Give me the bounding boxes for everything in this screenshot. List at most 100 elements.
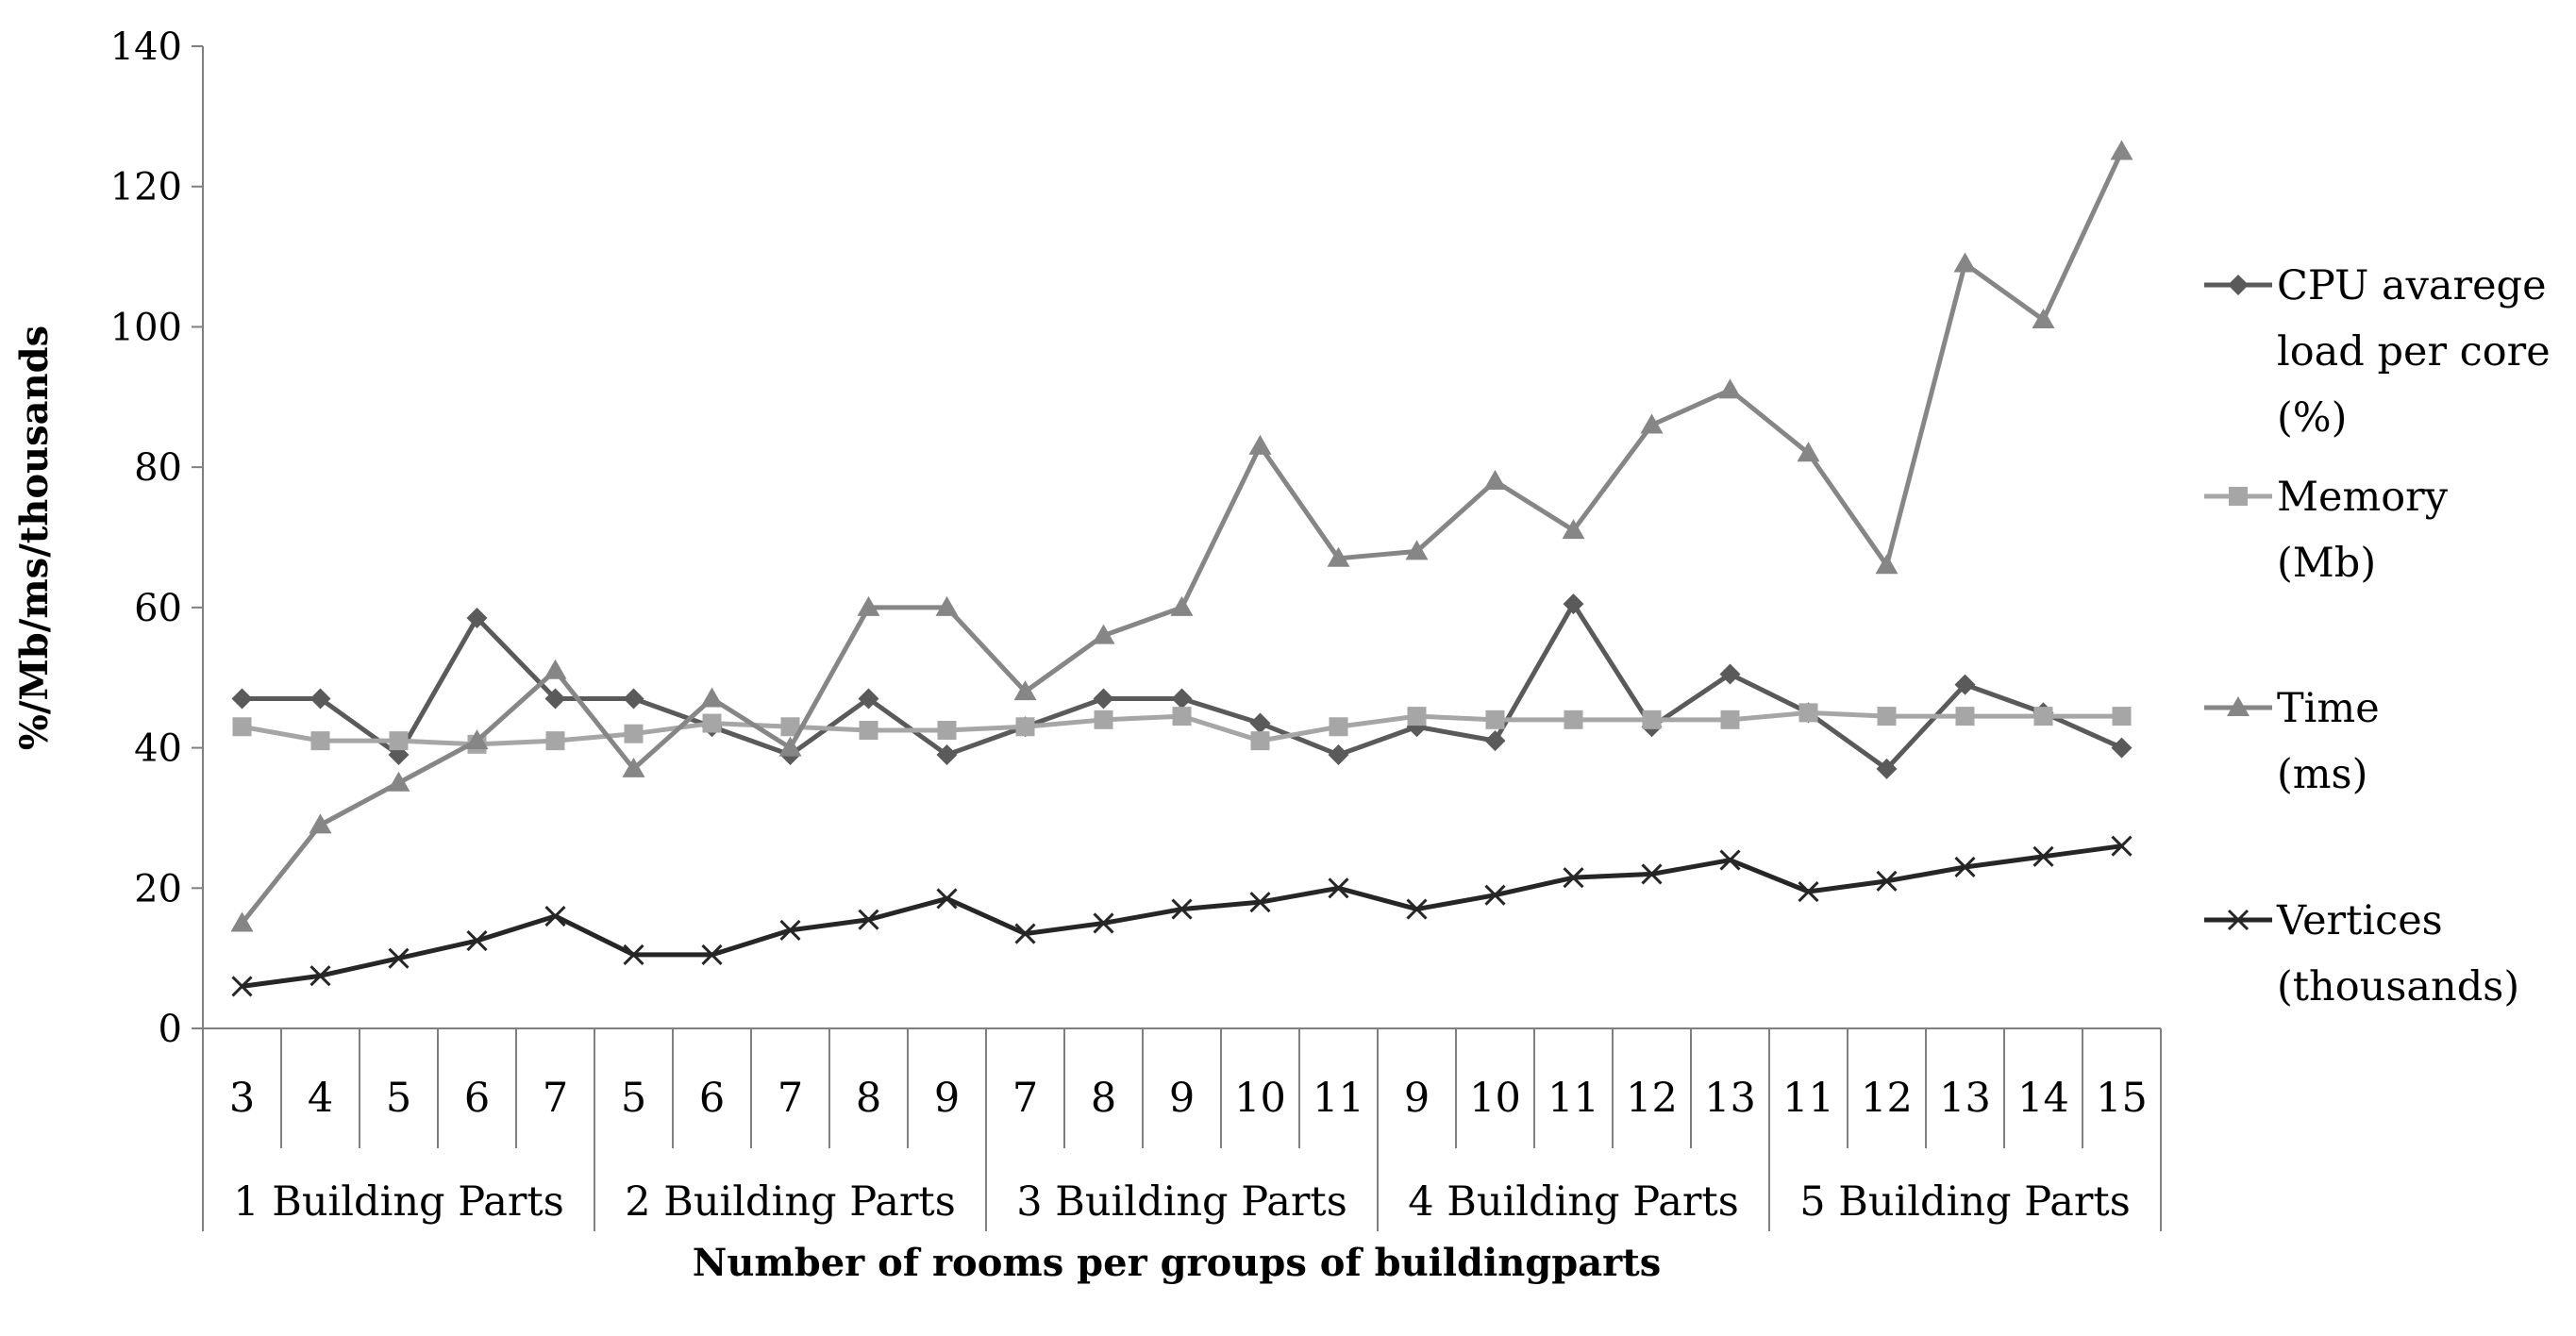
data-point [389,731,409,751]
data-point [1171,688,1193,710]
data-point [1171,898,1193,920]
x-category-label: 8 [856,1075,881,1122]
x-category-label: 5 [621,1075,646,1122]
legend-label: (%) [2277,394,2347,442]
data-point [1327,546,1350,567]
data-point [1483,470,1507,491]
legend-swatch-marker [2228,275,2249,295]
data-point [1485,710,1505,729]
data-point [1014,923,1036,944]
legend: CPU avarege load per core (%) Memory (Mb) Tim… [2204,262,2551,1010]
data-point [1249,712,1271,734]
legend-label: Vertices [2276,897,2443,944]
y-tick-label: 60 [134,587,182,630]
data-point [1172,707,1192,726]
data-point [545,731,565,751]
data-point [1876,758,1898,779]
x-marker-stroke [858,909,879,930]
x-group-label: 4 Building Parts [1408,1178,1739,1226]
data-point [1562,519,1585,540]
y-axis-title: %/Mb/ms/thousands [12,326,57,750]
x-marker-stroke [2111,835,2133,857]
data-point [544,659,567,679]
data-point [1563,867,1584,889]
data-point [778,736,802,757]
legend-entry: Vertices (thousands) [2204,897,2519,1010]
x-group-label: 2 Building Parts [625,1178,956,1226]
data-point [936,744,958,766]
data-point [1405,540,1429,560]
x-marker-stroke [1249,892,1271,913]
data-point [622,757,645,777]
x-marker-stroke [309,965,331,987]
data-point [1718,378,1742,399]
legend-label: Time [2277,685,2380,732]
data-point [231,976,253,997]
series-lines [230,140,2133,997]
data-point [232,717,252,737]
data-point [1170,595,1194,616]
x-marker-stroke [701,944,723,965]
data-point [466,929,488,952]
data-point [623,944,644,965]
data-point [1953,252,1977,273]
x-category-label: 8 [1091,1075,1116,1122]
y-tick-label: 120 [110,166,182,209]
x-marker-stroke [2032,845,2054,867]
x-group-label: 1 Building Parts [233,1178,564,1226]
x-category-label: 3 [229,1075,255,1122]
data-point [2033,707,2053,726]
x-category-label: 6 [699,1075,725,1122]
data-point [1719,663,1741,685]
legend-entry: Time (ms) [2204,685,2380,798]
data-point [1563,593,1584,615]
data-point [1954,674,1976,695]
data-point [1955,707,1975,726]
data-point [702,713,722,733]
x-category-label: 10 [1234,1075,1286,1122]
x-marker-stroke [1171,898,1193,920]
x-marker-stroke [1406,898,1428,920]
data-point [2032,845,2054,867]
data-point [1876,870,1898,892]
data-point [2112,707,2132,726]
data-point [2111,835,2133,857]
x-marker-stroke [388,947,410,969]
x-category-label: 11 [1547,1075,1599,1122]
x-category-label: 4 [308,1075,333,1122]
data-point [230,911,254,932]
data-point [466,608,488,629]
data-point [1249,892,1271,913]
data-point [859,720,878,740]
data-point [780,717,800,737]
x-marker-stroke [1093,912,1114,934]
data-point [1798,703,1818,723]
data-point [309,688,331,710]
y-tick-label: 100 [110,306,182,349]
data-point [858,688,879,710]
data-point [1328,744,1349,766]
data-point [779,919,801,941]
series-square [232,703,2132,754]
x-marker-stroke [544,905,566,927]
series-x [231,835,2133,997]
data-point [624,724,644,743]
x-category-label: 5 [386,1075,411,1122]
data-point [1013,680,1037,701]
x-marker-stroke [779,919,801,941]
y-axis: 0 20 40 60 80 100 120 140 [110,25,204,1051]
data-point [1407,707,1427,726]
x-marker-stroke [1876,870,1898,892]
x-marker-stroke [2227,909,2250,931]
data-point [1640,413,1664,434]
data-point [1877,707,1897,726]
data-point [309,813,332,834]
x-category-label: 9 [1169,1075,1195,1122]
data-point [935,595,959,616]
x-marker-stroke [1798,880,1819,903]
data-point [1484,730,1506,752]
data-point [1250,731,1270,751]
data-point [1642,710,1662,729]
data-point [465,729,489,750]
